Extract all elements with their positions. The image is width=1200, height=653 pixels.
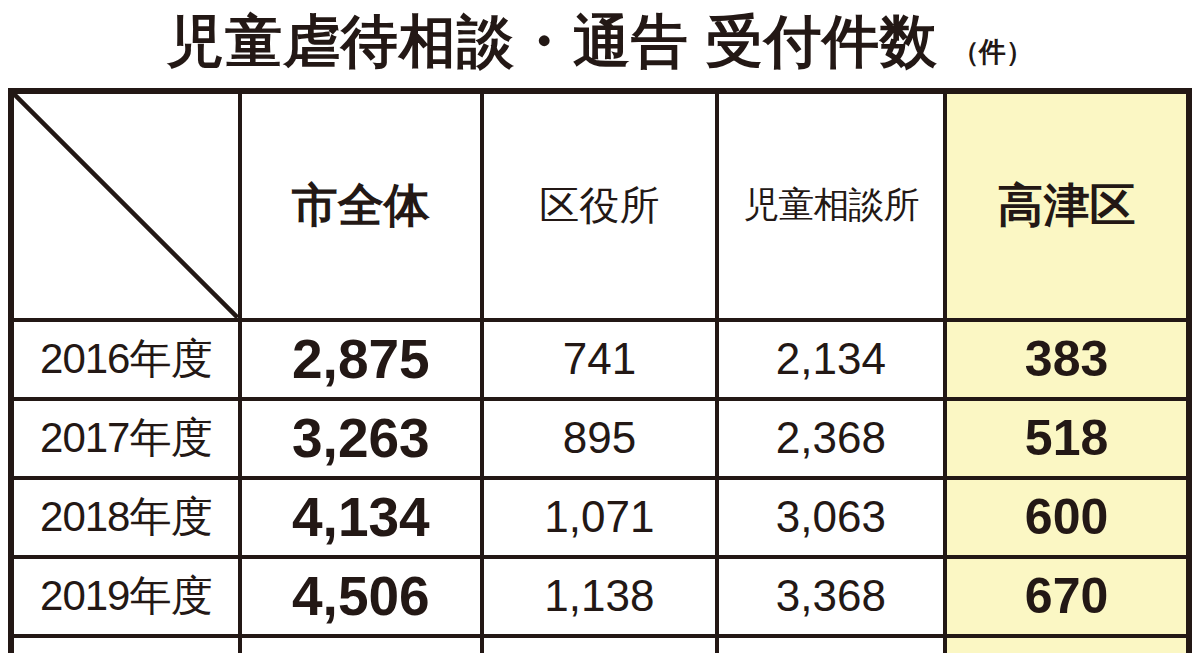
value-cell: 741 <box>482 320 716 399</box>
value-cell: 895 <box>482 399 716 478</box>
value-cell: 4,506 <box>240 557 483 636</box>
value-cell: 5,557 <box>240 636 483 653</box>
year-cell: 2018年度 <box>11 478 240 557</box>
value-cell: 1,824 <box>482 636 716 653</box>
value-cell: 703 <box>945 636 1189 653</box>
year-cell: 2017年度 <box>11 399 240 478</box>
value-cell: 4,134 <box>240 478 483 557</box>
value-cell: 1,071 <box>482 478 716 557</box>
value-cell: 3,368 <box>717 557 946 636</box>
col-header-ward-office: 区役所 <box>482 91 716 320</box>
col-header-takatsu: 高津区 <box>945 91 1189 320</box>
value-cell: 3,263 <box>240 399 483 478</box>
col-header-city-total: 市全体 <box>240 91 483 320</box>
diagonal-line-icon <box>14 94 238 318</box>
table-row-2020: 2020年度 5,557 1,824 3,733 703 <box>11 636 1189 653</box>
header-row: 市全体 区役所 児童相談所 高津区 <box>11 91 1189 320</box>
value-cell: 600 <box>945 478 1189 557</box>
value-cell: 2,368 <box>717 399 946 478</box>
table-row-2018: 2018年度 4,134 1,071 3,063 600 <box>11 478 1189 557</box>
value-cell: 2,134 <box>717 320 946 399</box>
table-row-2019: 2019年度 4,506 1,138 3,368 670 <box>11 557 1189 636</box>
year-cell: 2020年度 <box>11 636 240 653</box>
value-cell: 670 <box>945 557 1189 636</box>
year-cell: 2019年度 <box>11 557 240 636</box>
value-cell: 3,063 <box>717 478 946 557</box>
col-header-child-center: 児童相談所 <box>717 91 946 320</box>
value-cell: 1,138 <box>482 557 716 636</box>
corner-cell <box>11 91 240 320</box>
title-text: 児童虐待相談・通告 受付件数 <box>167 2 938 80</box>
table-row-2016: 2016年度 2,875 741 2,134 383 <box>11 320 1189 399</box>
page-title: 児童虐待相談・通告 受付件数 （件） <box>0 2 1200 80</box>
data-table: 市全体 区役所 児童相談所 高津区 2016年度 2,875 741 2,134… <box>8 88 1192 653</box>
table-row-2017: 2017年度 3,263 895 2,368 518 <box>11 399 1189 478</box>
value-cell: 383 <box>945 320 1189 399</box>
title-unit-label: （件） <box>952 34 1033 70</box>
year-cell: 2016年度 <box>11 320 240 399</box>
value-cell: 2,875 <box>240 320 483 399</box>
value-cell: 518 <box>945 399 1189 478</box>
page: 児童虐待相談・通告 受付件数 （件） 市全体 区役所 児童相談所 高津区 <box>0 0 1200 653</box>
value-cell: 3,733 <box>717 636 946 653</box>
